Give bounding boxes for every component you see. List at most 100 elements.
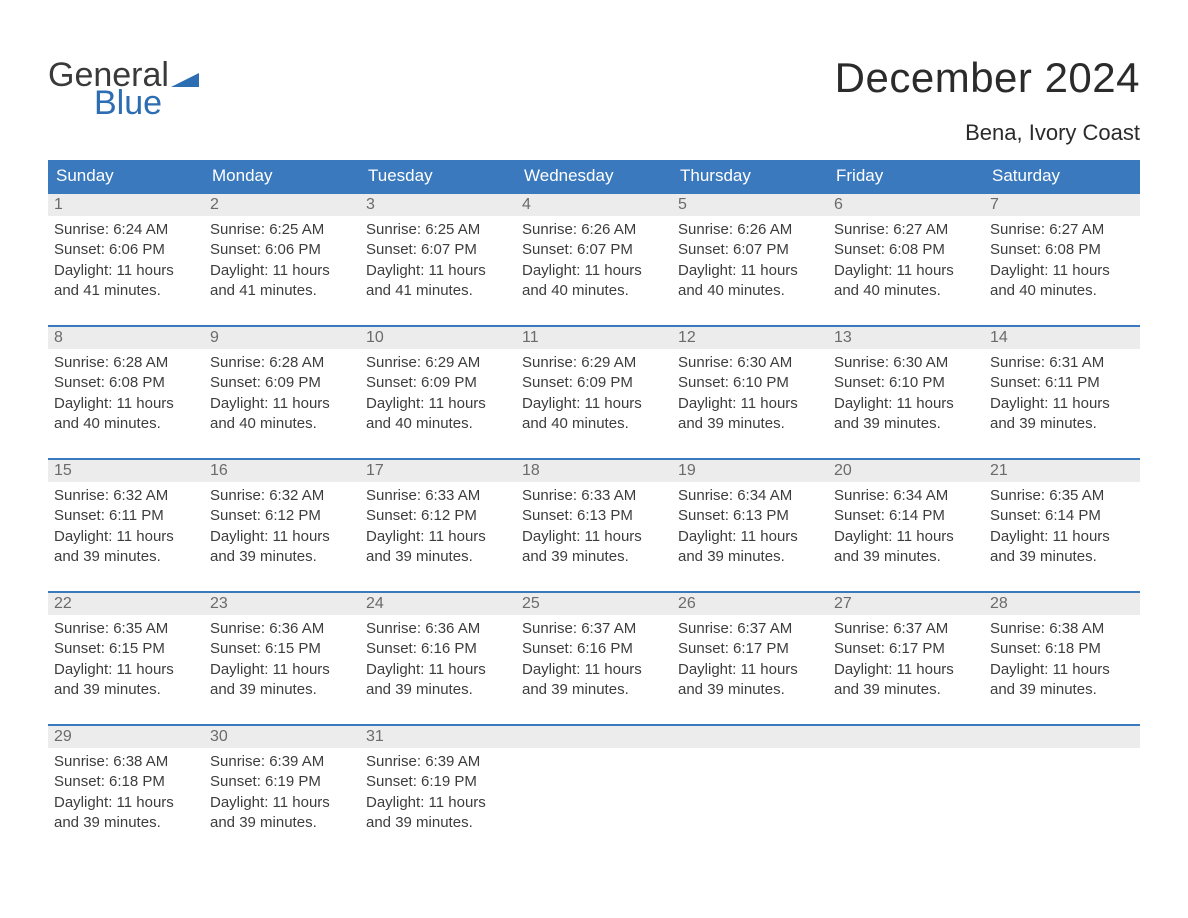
day-cell: 3Sunrise: 6:25 AMSunset: 6:07 PMDaylight… [360, 193, 516, 326]
day-body: Sunrise: 6:29 AMSunset: 6:09 PMDaylight:… [360, 349, 516, 458]
day-sunrise: Sunrise: 6:38 AM [990, 619, 1134, 639]
day-body: Sunrise: 6:34 AMSunset: 6:13 PMDaylight:… [672, 482, 828, 591]
day-daylight1: Daylight: 11 hours [834, 527, 978, 547]
day-body: Sunrise: 6:35 AMSunset: 6:15 PMDaylight:… [48, 615, 204, 724]
day-number: 22 [48, 593, 204, 615]
day-number: 24 [360, 593, 516, 615]
day-daylight2: and 40 minutes. [678, 281, 822, 301]
day-cell: 5Sunrise: 6:26 AMSunset: 6:07 PMDaylight… [672, 193, 828, 326]
day-sunrise: Sunrise: 6:28 AM [54, 353, 198, 373]
day-daylight2: and 40 minutes. [990, 281, 1134, 301]
day-number: 3 [360, 194, 516, 216]
day-number: 11 [516, 327, 672, 349]
day-daylight2: and 39 minutes. [210, 813, 354, 833]
day-daylight2: and 39 minutes. [990, 680, 1134, 700]
week-row: 15Sunrise: 6:32 AMSunset: 6:11 PMDayligh… [48, 459, 1140, 592]
day-body: Sunrise: 6:36 AMSunset: 6:16 PMDaylight:… [360, 615, 516, 724]
day-body: Sunrise: 6:32 AMSunset: 6:11 PMDaylight:… [48, 482, 204, 591]
day-number [672, 726, 828, 748]
weekday-header: Wednesday [516, 160, 672, 193]
day-sunset: Sunset: 6:07 PM [522, 240, 666, 260]
day-daylight2: and 40 minutes. [834, 281, 978, 301]
day-number: 28 [984, 593, 1140, 615]
day-cell: 14Sunrise: 6:31 AMSunset: 6:11 PMDayligh… [984, 326, 1140, 459]
day-daylight1: Daylight: 11 hours [834, 261, 978, 281]
weekday-header: Friday [828, 160, 984, 193]
weekday-header: Monday [204, 160, 360, 193]
day-body [828, 748, 984, 828]
day-number [828, 726, 984, 748]
day-daylight1: Daylight: 11 hours [366, 660, 510, 680]
day-sunrise: Sunrise: 6:36 AM [366, 619, 510, 639]
day-cell [984, 725, 1140, 857]
weekday-header: Saturday [984, 160, 1140, 193]
day-number: 12 [672, 327, 828, 349]
day-sunset: Sunset: 6:07 PM [366, 240, 510, 260]
day-daylight2: and 39 minutes. [210, 680, 354, 700]
day-daylight1: Daylight: 11 hours [210, 660, 354, 680]
day-sunset: Sunset: 6:10 PM [834, 373, 978, 393]
day-daylight1: Daylight: 11 hours [522, 394, 666, 414]
day-sunset: Sunset: 6:13 PM [522, 506, 666, 526]
day-body: Sunrise: 6:31 AMSunset: 6:11 PMDaylight:… [984, 349, 1140, 458]
day-cell: 21Sunrise: 6:35 AMSunset: 6:14 PMDayligh… [984, 459, 1140, 592]
day-daylight1: Daylight: 11 hours [366, 527, 510, 547]
day-sunset: Sunset: 6:18 PM [990, 639, 1134, 659]
week-row: 22Sunrise: 6:35 AMSunset: 6:15 PMDayligh… [48, 592, 1140, 725]
day-number: 9 [204, 327, 360, 349]
day-body: Sunrise: 6:30 AMSunset: 6:10 PMDaylight:… [828, 349, 984, 458]
day-number: 18 [516, 460, 672, 482]
day-cell: 23Sunrise: 6:36 AMSunset: 6:15 PMDayligh… [204, 592, 360, 725]
day-body: Sunrise: 6:38 AMSunset: 6:18 PMDaylight:… [984, 615, 1140, 724]
day-daylight1: Daylight: 11 hours [210, 394, 354, 414]
day-cell: 1Sunrise: 6:24 AMSunset: 6:06 PMDaylight… [48, 193, 204, 326]
day-sunrise: Sunrise: 6:38 AM [54, 752, 198, 772]
day-sunrise: Sunrise: 6:27 AM [990, 220, 1134, 240]
calendar-table: Sunday Monday Tuesday Wednesday Thursday… [48, 160, 1140, 857]
day-cell: 8Sunrise: 6:28 AMSunset: 6:08 PMDaylight… [48, 326, 204, 459]
day-daylight2: and 41 minutes. [366, 281, 510, 301]
day-body: Sunrise: 6:24 AMSunset: 6:06 PMDaylight:… [48, 216, 204, 325]
day-number: 21 [984, 460, 1140, 482]
day-daylight2: and 39 minutes. [366, 680, 510, 700]
day-body: Sunrise: 6:33 AMSunset: 6:12 PMDaylight:… [360, 482, 516, 591]
day-body: Sunrise: 6:34 AMSunset: 6:14 PMDaylight:… [828, 482, 984, 591]
day-cell: 15Sunrise: 6:32 AMSunset: 6:11 PMDayligh… [48, 459, 204, 592]
day-cell: 11Sunrise: 6:29 AMSunset: 6:09 PMDayligh… [516, 326, 672, 459]
day-sunset: Sunset: 6:17 PM [678, 639, 822, 659]
day-cell: 13Sunrise: 6:30 AMSunset: 6:10 PMDayligh… [828, 326, 984, 459]
day-body: Sunrise: 6:26 AMSunset: 6:07 PMDaylight:… [672, 216, 828, 325]
day-daylight1: Daylight: 11 hours [522, 660, 666, 680]
day-sunset: Sunset: 6:19 PM [210, 772, 354, 792]
day-sunset: Sunset: 6:16 PM [366, 639, 510, 659]
title-block: December 2024 Bena, Ivory Coast [835, 20, 1140, 146]
day-number: 23 [204, 593, 360, 615]
day-cell [516, 725, 672, 857]
day-daylight1: Daylight: 11 hours [366, 394, 510, 414]
day-sunrise: Sunrise: 6:25 AM [366, 220, 510, 240]
day-daylight2: and 39 minutes. [366, 813, 510, 833]
day-cell: 31Sunrise: 6:39 AMSunset: 6:19 PMDayligh… [360, 725, 516, 857]
day-sunrise: Sunrise: 6:39 AM [210, 752, 354, 772]
day-body [672, 748, 828, 828]
day-sunset: Sunset: 6:19 PM [366, 772, 510, 792]
day-daylight1: Daylight: 11 hours [678, 394, 822, 414]
day-sunrise: Sunrise: 6:27 AM [834, 220, 978, 240]
day-cell: 4Sunrise: 6:26 AMSunset: 6:07 PMDaylight… [516, 193, 672, 326]
day-sunset: Sunset: 6:15 PM [54, 639, 198, 659]
day-number: 2 [204, 194, 360, 216]
day-daylight2: and 39 minutes. [522, 547, 666, 567]
day-cell: 29Sunrise: 6:38 AMSunset: 6:18 PMDayligh… [48, 725, 204, 857]
day-cell: 16Sunrise: 6:32 AMSunset: 6:12 PMDayligh… [204, 459, 360, 592]
day-sunset: Sunset: 6:08 PM [54, 373, 198, 393]
day-body: Sunrise: 6:37 AMSunset: 6:17 PMDaylight:… [828, 615, 984, 724]
day-cell: 25Sunrise: 6:37 AMSunset: 6:16 PMDayligh… [516, 592, 672, 725]
day-daylight2: and 39 minutes. [990, 547, 1134, 567]
week-row: 1Sunrise: 6:24 AMSunset: 6:06 PMDaylight… [48, 193, 1140, 326]
header: General Blue December 2024 Bena, Ivory C… [48, 20, 1140, 146]
day-cell: 17Sunrise: 6:33 AMSunset: 6:12 PMDayligh… [360, 459, 516, 592]
day-number: 20 [828, 460, 984, 482]
day-daylight2: and 39 minutes. [522, 680, 666, 700]
day-sunrise: Sunrise: 6:35 AM [54, 619, 198, 639]
day-cell: 2Sunrise: 6:25 AMSunset: 6:06 PMDaylight… [204, 193, 360, 326]
